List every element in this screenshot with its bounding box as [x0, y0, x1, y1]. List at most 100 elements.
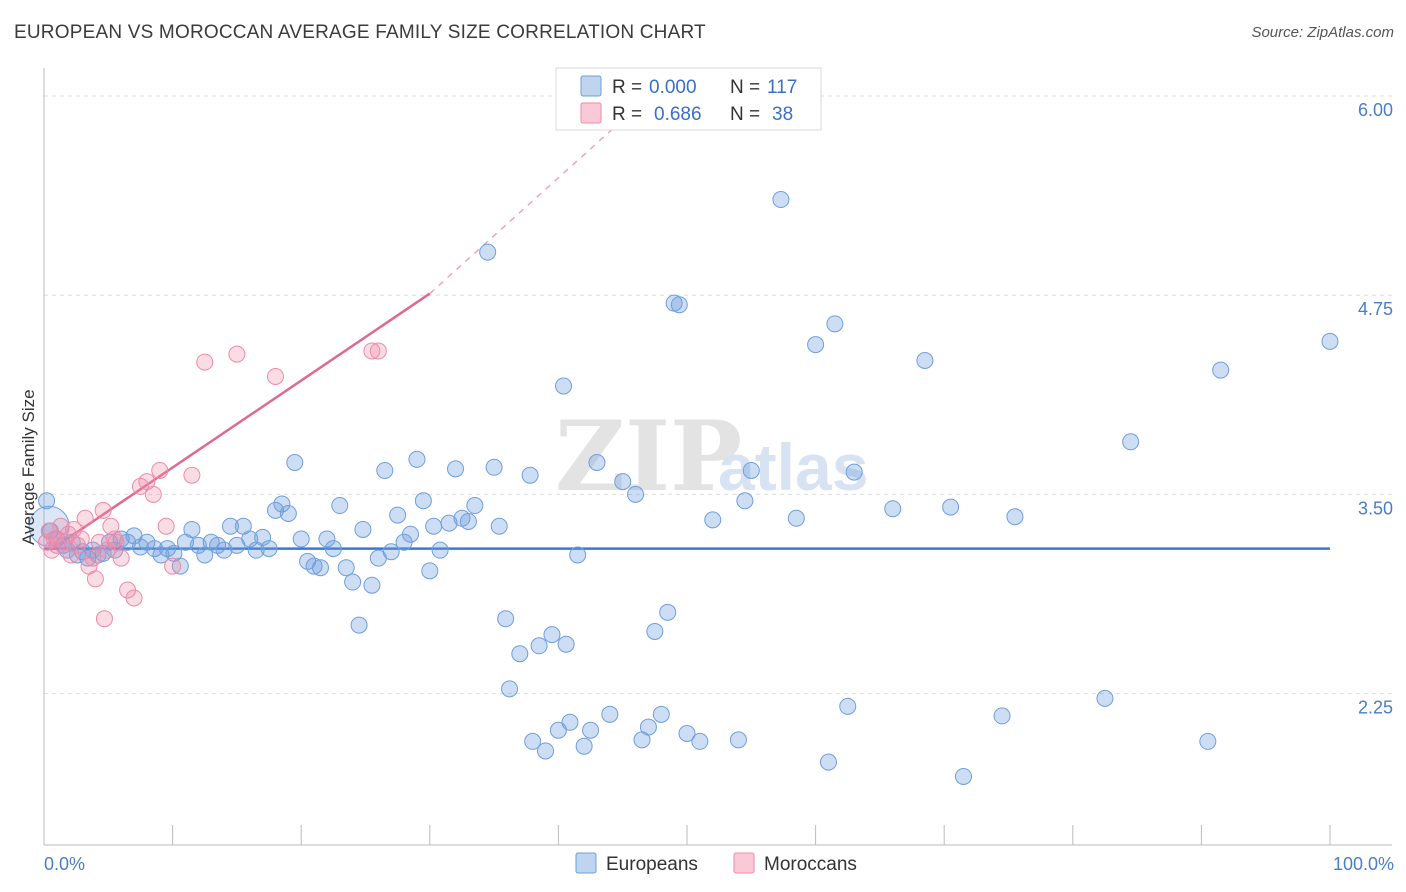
moroccan-point: [164, 557, 182, 575]
y-tick-label: 6.00: [1358, 100, 1393, 120]
european-point: [286, 454, 304, 471]
watermark-atlas: atlas: [718, 430, 868, 504]
european-point: [402, 525, 420, 543]
european-point: [659, 603, 677, 621]
european-point: [729, 731, 747, 749]
european-point: [942, 498, 960, 516]
european-point: [1212, 361, 1230, 379]
european-point: [646, 622, 664, 640]
moroccan-point: [62, 546, 80, 564]
bottom-legend: Europeans Moroccans: [575, 852, 857, 875]
bottom-legend-europeans-swatch: [575, 852, 597, 874]
european-point: [1006, 508, 1024, 526]
legend-europeans-r-label: R =: [612, 77, 642, 98]
european-point: [521, 466, 539, 484]
european-point: [954, 767, 972, 785]
moroccan-point: [363, 342, 381, 360]
trend-lines: [44, 119, 1330, 552]
legend-moroccans-r-value: 0.686: [654, 104, 702, 125]
european-point: [152, 546, 170, 564]
european-point: [582, 721, 600, 739]
european-point: [497, 610, 515, 628]
moroccan-point: [157, 517, 175, 535]
moroccan-point: [86, 570, 104, 588]
moroccan-point: [72, 530, 90, 548]
european-point: [884, 500, 902, 518]
bottom-legend-europeans-label: Europeans: [606, 854, 698, 875]
european-point: [215, 541, 233, 559]
european-point: [1321, 332, 1339, 350]
moroccan-point: [84, 549, 102, 567]
bottom-legend-moroccans-label: Moroccans: [764, 854, 857, 875]
moroccan-point: [151, 461, 169, 479]
european-point: [305, 557, 323, 575]
european-point: [530, 637, 548, 655]
european-point: [670, 296, 688, 314]
european-point: [459, 512, 477, 530]
european-point: [652, 705, 670, 723]
european-point: [183, 520, 201, 538]
legend-moroccans-swatch: [580, 102, 602, 124]
european-point: [1096, 689, 1114, 707]
moroccan-point: [76, 509, 94, 527]
european-point: [1122, 433, 1140, 451]
moroccans-trend-line: [49, 292, 431, 552]
gridlines: [44, 95, 1392, 695]
european-point: [440, 514, 458, 532]
european-point: [742, 461, 760, 479]
legend-moroccans-n-label: N =: [730, 104, 760, 125]
moroccan-point: [106, 530, 124, 548]
x-tick-label-max: 100.0%: [1333, 854, 1394, 874]
european-point: [916, 352, 934, 369]
european-point: [1199, 732, 1217, 750]
european-point: [561, 713, 579, 731]
moroccan-point: [266, 367, 284, 385]
european-point: [524, 732, 542, 750]
european-point: [501, 680, 519, 698]
moroccan-point: [95, 610, 113, 628]
y-tick-label: 2.25: [1358, 698, 1393, 718]
european-point: [639, 718, 657, 736]
european-point: [569, 546, 587, 564]
european-point: [549, 721, 567, 739]
european-point: [627, 485, 645, 503]
x-tick-label-min: 0.0%: [44, 854, 85, 874]
european-point: [575, 737, 593, 755]
european-point: [119, 533, 137, 551]
european-point: [331, 497, 349, 515]
european-point: [614, 473, 632, 491]
y-tick-labels: 2.25 3.50 4.75 6.00: [1358, 100, 1393, 718]
european-point: [318, 530, 336, 548]
moroccans-trend-extension: [429, 119, 624, 295]
moroccan-point: [43, 541, 61, 559]
european-point: [260, 540, 278, 558]
european-point: [787, 509, 805, 527]
legend-moroccans-r-label: R =: [612, 104, 642, 125]
moroccan-point: [94, 501, 112, 519]
y-tick-label: 3.50: [1358, 498, 1393, 518]
european-point: [490, 517, 508, 535]
european-point: [555, 377, 573, 395]
axes: [43, 68, 1392, 846]
european-point: [324, 540, 342, 558]
legend-box: [555, 67, 822, 131]
european-point: [279, 505, 297, 522]
european-point: [408, 450, 426, 468]
european-point: [511, 645, 529, 663]
european-point: [447, 460, 465, 478]
european-point: [704, 511, 722, 529]
european-point: [772, 191, 790, 209]
chart-title: EUROPEAN VS MOROCCAN AVERAGE FAMILY SIZE…: [14, 22, 706, 43]
european-point: [588, 454, 606, 471]
source-label: Source: ZipAtlas.com: [1251, 24, 1394, 41]
european-point: [736, 492, 754, 510]
european-point: [993, 707, 1011, 725]
european-point: [38, 492, 56, 510]
moroccan-point: [125, 589, 143, 607]
european-point: [485, 458, 503, 476]
moroccan-point: [369, 342, 387, 360]
european-point: [350, 616, 368, 634]
moroccan-point: [59, 525, 77, 543]
european-point: [311, 559, 329, 577]
data-points: [28, 191, 1339, 785]
